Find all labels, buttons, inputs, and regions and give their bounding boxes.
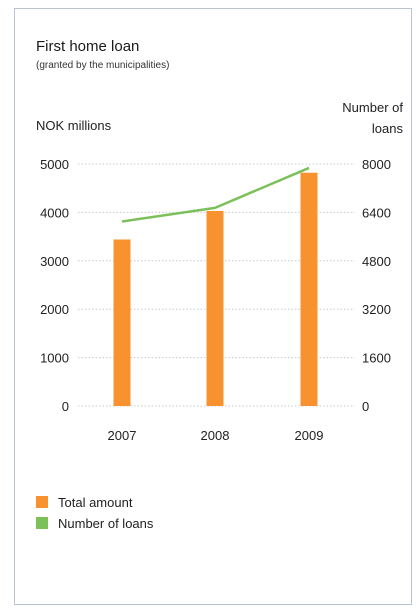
legend-item-total-amount: Total amount — [36, 493, 153, 511]
y-tick-label-right: 1600 — [362, 351, 391, 366]
legend-item-number-of-loans: Number of loans — [36, 514, 153, 532]
legend-label-number-of-loans: Number of loans — [58, 515, 154, 531]
chart-subtitle: (granted by the municipalities) — [36, 60, 170, 71]
legend-label-total-amount: Total amount — [58, 494, 133, 510]
y-tick-label-right: 0 — [362, 399, 369, 414]
x-tick-label: 2008 — [201, 428, 230, 443]
y-tick-label-right: 6400 — [362, 205, 391, 220]
chart-frame — [14, 8, 412, 605]
y-tick-label-right: 3200 — [362, 302, 391, 317]
x-tick-label: 2009 — [295, 428, 324, 443]
legend: Total amount Number of loans — [36, 493, 153, 535]
bar-2007 — [113, 239, 131, 406]
y-tick-label-left: 3000 — [40, 254, 69, 269]
bar-2009 — [300, 172, 318, 406]
y-tick-label-left: 2000 — [40, 302, 69, 317]
y-axis-right-label: Number of loans — [342, 100, 403, 136]
bar-2008 — [206, 210, 224, 406]
legend-swatch-number-of-loans — [36, 517, 48, 529]
y-tick-label-left: 4000 — [40, 205, 69, 220]
legend-swatch-total-amount — [36, 496, 48, 508]
y-tick-label-right: 8000 — [362, 157, 391, 172]
x-tick-label: 2007 — [108, 428, 137, 443]
line-number-of-loans — [121, 166, 310, 223]
y-tick-label-right: 4800 — [362, 254, 391, 269]
chart-title: First home loan — [36, 38, 140, 55]
y-tick-label-left: 5000 — [40, 157, 69, 172]
y-tick-label-left: 1000 — [40, 351, 69, 366]
y-tick-label-left: 0 — [62, 399, 69, 414]
y-axis-left-label: NOK millions — [36, 118, 112, 133]
